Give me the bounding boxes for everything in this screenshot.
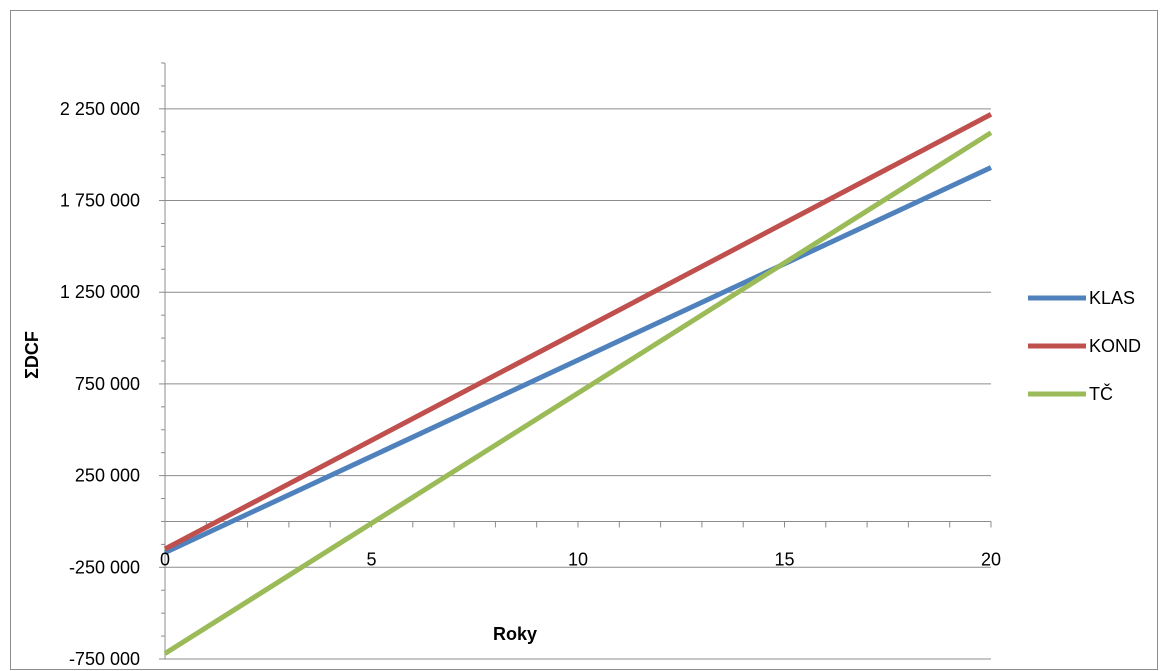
- x-tick-label: 5: [366, 549, 376, 569]
- x-tick-label: 10: [568, 549, 588, 569]
- series-lines: [163, 112, 993, 656]
- y-tick-label: 250 000: [75, 466, 140, 486]
- x-tick-label: 0: [160, 549, 170, 569]
- y-tick-label: 1 250 000: [60, 282, 140, 302]
- series-line-kond: [163, 112, 993, 552]
- series-line-klas: [163, 165, 993, 555]
- y-tick-label: -250 000: [69, 557, 140, 577]
- y-tick-label: 750 000: [75, 374, 140, 394]
- x-axis-title: Roky: [493, 624, 537, 644]
- y-tick-label: -750 000: [69, 649, 140, 669]
- y-tick-label: 1 750 000: [60, 191, 140, 211]
- chart-frame: [10, 10, 1158, 670]
- x-tick-label: 20: [981, 549, 1001, 569]
- axes: [159, 62, 992, 660]
- legend-label: KOND: [1089, 336, 1141, 356]
- tick-labels: 2 250 000 1 750 000 1 250 000 750 000 250 00…: [60, 99, 1001, 669]
- legend: KLAS KOND TČ: [1028, 288, 1141, 404]
- legend-label: KLAS: [1089, 288, 1135, 308]
- legend-label: TČ: [1089, 383, 1113, 404]
- y-axis-title: ΣDCF: [22, 331, 42, 379]
- x-tick-label: 15: [774, 549, 794, 569]
- y-tick-label: 2 250 000: [60, 99, 140, 119]
- series-line-tč: [163, 130, 993, 656]
